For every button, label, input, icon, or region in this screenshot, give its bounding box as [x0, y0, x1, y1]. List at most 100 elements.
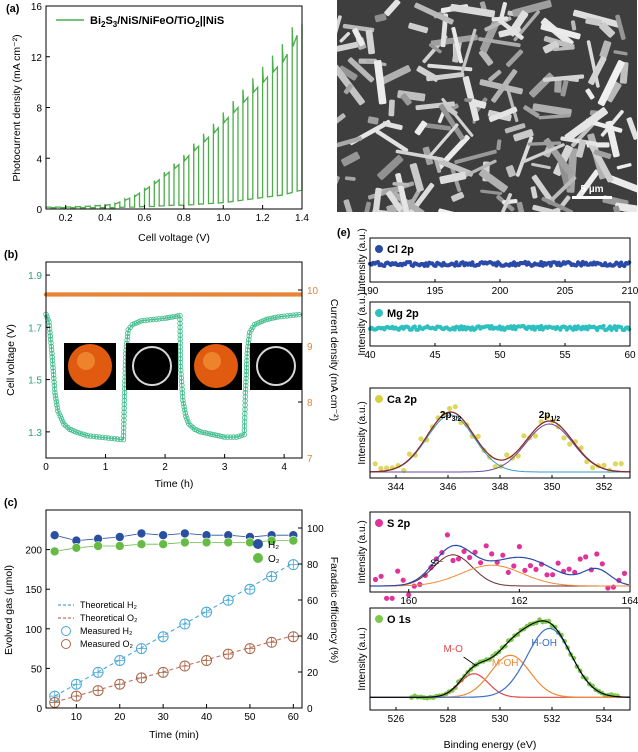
- nanorod: [576, 139, 587, 158]
- voltage-point: [244, 357, 250, 364]
- x-tick-label: 1.2: [256, 213, 270, 224]
- nanorod: [384, 0, 401, 17]
- x-tick-label: 534: [596, 714, 613, 725]
- voltage-point: [58, 416, 65, 422]
- nanorod: [543, 137, 574, 176]
- voltage-point: [243, 361, 250, 367]
- nanorod: [542, 40, 560, 54]
- nanorod: [365, 29, 375, 55]
- panel-b-label: (b): [4, 249, 18, 261]
- voltage-point: [243, 375, 249, 382]
- xps-point: [415, 327, 421, 332]
- y-tick-left-label: 1.7: [28, 323, 42, 334]
- nanorod: [388, 99, 395, 117]
- xps-point: [378, 465, 384, 472]
- x-tick-label: 200: [492, 286, 509, 297]
- x-tick-label: 195: [427, 286, 444, 297]
- xps-point: [627, 327, 632, 332]
- panel-a: (a) Bi2S3/NiS/NiFeO/TiO2||NiS 0.2 0.4 0.6 0…: [6, 2, 309, 244]
- voltage-point: [242, 386, 249, 392]
- y-tick-right-label: 100: [307, 524, 324, 535]
- voltage-point: [49, 350, 55, 357]
- x-tick-label: 210: [622, 286, 638, 297]
- xps-point: [561, 435, 567, 441]
- nanorod: [572, 9, 621, 28]
- xps-point: [618, 461, 624, 467]
- xps-label-marker: [375, 519, 383, 527]
- voltage-point: [141, 317, 147, 324]
- voltage-point: [77, 430, 84, 437]
- x-tick-label: 346: [440, 482, 457, 493]
- voltage-point: [177, 316, 183, 323]
- x-tick-label: 20: [114, 712, 126, 723]
- nanorod: [588, 56, 607, 86]
- voltage-point: [244, 350, 250, 357]
- nanorod: [570, 20, 577, 31]
- x-tick-label: 164: [622, 596, 638, 607]
- scale-bar-label: 5 µm: [581, 184, 604, 195]
- voltage-point: [236, 433, 242, 439]
- scale-bar: [572, 196, 612, 199]
- y-tick-right-label: 10: [307, 286, 319, 297]
- y-tick-right-label: 8: [307, 398, 313, 409]
- voltage-point: [184, 416, 190, 422]
- y-tick-left-label: 150: [25, 585, 42, 596]
- x-tick-label: 60: [288, 712, 300, 723]
- y-tick-left-label: 50: [31, 664, 43, 675]
- xps-point: [594, 551, 600, 557]
- xps-point: [505, 569, 511, 576]
- xps-point: [550, 572, 556, 578]
- voltage-point: [219, 433, 225, 440]
- xps-point: [406, 592, 412, 598]
- nanorod: [347, 57, 375, 83]
- nanorod: [344, 176, 356, 181]
- voltage-point: [121, 397, 128, 404]
- x-tick-label: 350: [544, 482, 561, 493]
- xps-point: [544, 414, 550, 420]
- nanorod: [530, 186, 538, 199]
- voltage-point: [46, 319, 52, 325]
- fe-point: [114, 541, 125, 551]
- nanorod: [444, 104, 458, 117]
- nanorod: [408, 22, 429, 34]
- xps-point: [447, 405, 453, 412]
- xps-point: [418, 436, 424, 442]
- voltage-point: [48, 340, 54, 346]
- xps-point: [610, 584, 617, 590]
- nanorod: [470, 98, 487, 109]
- xps-point: [614, 327, 619, 332]
- fe-point: [245, 537, 255, 548]
- fe-point: [136, 528, 147, 539]
- nanorod: [478, 168, 508, 193]
- voltage-point: [44, 314, 50, 320]
- voltage-point: [177, 363, 184, 370]
- nanorod: [532, 103, 572, 117]
- xps-point: [411, 583, 417, 589]
- panel-c: (c) H₂ O₂ Theoretical H₂ Theoretical O₂ …: [3, 497, 340, 741]
- xps-point: [577, 556, 583, 562]
- xps-point: [601, 323, 606, 329]
- voltage-point: [96, 434, 103, 440]
- y-tick-left-label: 1.3: [28, 428, 42, 439]
- voltage-point: [179, 394, 186, 400]
- voltage-point: [138, 318, 144, 324]
- voltage-point: [174, 313, 181, 319]
- voltage-point: [181, 404, 187, 410]
- voltage-point: [180, 397, 186, 404]
- xps-point: [579, 263, 584, 268]
- voltage-point: [80, 431, 86, 437]
- voltage-point: [117, 436, 124, 443]
- panel-b: (b) 0 1 2 3 4 1.3 1.5 1.7 1.9 7 8 9 10 Time (h) Ce…: [4, 249, 340, 490]
- voltage-point: [246, 329, 253, 336]
- xps-point: [460, 260, 465, 265]
- voltage-point: [178, 378, 185, 385]
- xps-point: [400, 577, 406, 583]
- x-tick-label: 0.8: [177, 213, 191, 224]
- legend-meas-o2: Measured O₂: [80, 639, 134, 649]
- y-tick-left-label: 0: [36, 704, 42, 715]
- xps-point: [583, 554, 589, 560]
- nanorod: [553, 46, 575, 52]
- voltage-point: [261, 317, 267, 324]
- fe-point: [288, 535, 299, 546]
- panel-e-xlabel: Binding energy (eV): [444, 739, 537, 751]
